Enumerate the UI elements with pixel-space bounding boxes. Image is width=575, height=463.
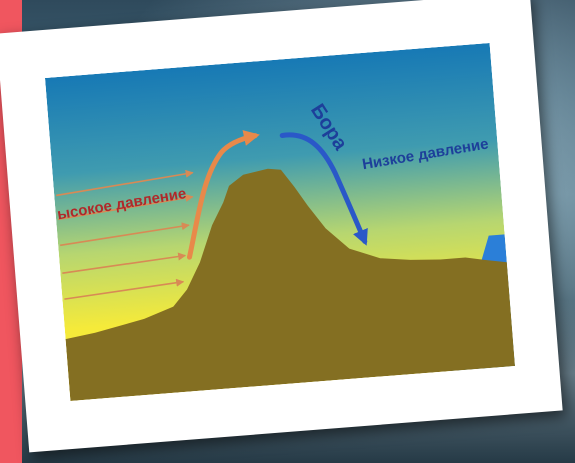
bora-diagram: ысокое давление Бора Низкое давление	[44, 42, 516, 401]
wind-arrow-1	[56, 169, 194, 197]
wind-arrows	[56, 169, 194, 300]
wind-arrow-3	[60, 222, 190, 247]
diagram-svg: ысокое давление Бора Низкое давление	[44, 42, 516, 401]
wind-arrow-5	[64, 278, 185, 300]
bora-arrow-icon	[279, 132, 368, 246]
wind-arrow-2	[57, 193, 194, 221]
upslope-arrow-icon	[186, 130, 260, 260]
wind-arrow-4	[62, 252, 187, 274]
mountain	[65, 168, 516, 401]
slide-card: ысокое давление Бора Низкое давление	[44, 42, 516, 401]
